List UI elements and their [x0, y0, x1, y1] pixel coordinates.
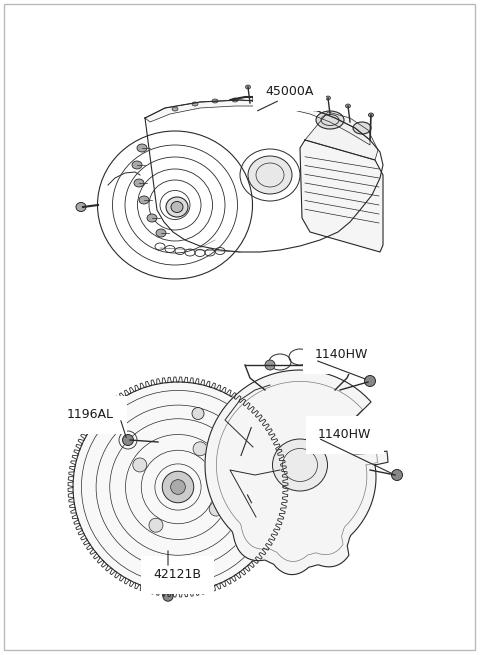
Ellipse shape — [332, 115, 338, 119]
Circle shape — [192, 407, 204, 419]
Text: 1140HW: 1140HW — [315, 348, 368, 362]
Circle shape — [265, 360, 275, 370]
Ellipse shape — [134, 179, 144, 187]
Text: 42121B: 42121B — [153, 568, 201, 581]
Circle shape — [193, 442, 207, 456]
Polygon shape — [300, 140, 383, 252]
Ellipse shape — [286, 86, 290, 90]
Text: 1140HW: 1140HW — [318, 428, 372, 441]
Text: 1196AL: 1196AL — [67, 409, 114, 422]
Ellipse shape — [275, 76, 279, 80]
Ellipse shape — [192, 102, 198, 106]
Ellipse shape — [137, 144, 147, 152]
Circle shape — [163, 591, 173, 601]
Ellipse shape — [248, 156, 292, 194]
Ellipse shape — [76, 202, 86, 212]
Ellipse shape — [132, 161, 142, 169]
Circle shape — [171, 479, 185, 495]
Polygon shape — [305, 112, 378, 160]
Text: 45000A: 45000A — [265, 85, 313, 98]
Ellipse shape — [232, 98, 238, 102]
Ellipse shape — [265, 84, 271, 88]
Ellipse shape — [353, 122, 371, 134]
Ellipse shape — [292, 102, 298, 106]
Ellipse shape — [272, 99, 278, 103]
Ellipse shape — [325, 96, 331, 100]
Ellipse shape — [147, 214, 157, 222]
Polygon shape — [145, 100, 370, 145]
Circle shape — [392, 470, 403, 481]
Circle shape — [122, 434, 133, 445]
Ellipse shape — [369, 113, 373, 117]
Ellipse shape — [172, 107, 178, 111]
Ellipse shape — [273, 439, 327, 491]
Ellipse shape — [312, 107, 318, 111]
Ellipse shape — [245, 85, 251, 89]
Circle shape — [209, 502, 223, 516]
Ellipse shape — [316, 111, 344, 129]
Ellipse shape — [139, 196, 149, 204]
Ellipse shape — [252, 98, 258, 102]
Circle shape — [133, 458, 147, 472]
Circle shape — [162, 471, 194, 503]
Ellipse shape — [166, 197, 188, 217]
Circle shape — [325, 360, 335, 370]
Ellipse shape — [259, 78, 264, 82]
Ellipse shape — [171, 202, 183, 212]
Ellipse shape — [156, 229, 166, 237]
Ellipse shape — [346, 104, 350, 108]
Polygon shape — [205, 370, 388, 574]
Circle shape — [364, 375, 375, 386]
Circle shape — [73, 382, 283, 592]
Ellipse shape — [212, 99, 218, 103]
Ellipse shape — [305, 90, 311, 94]
Circle shape — [149, 518, 163, 533]
